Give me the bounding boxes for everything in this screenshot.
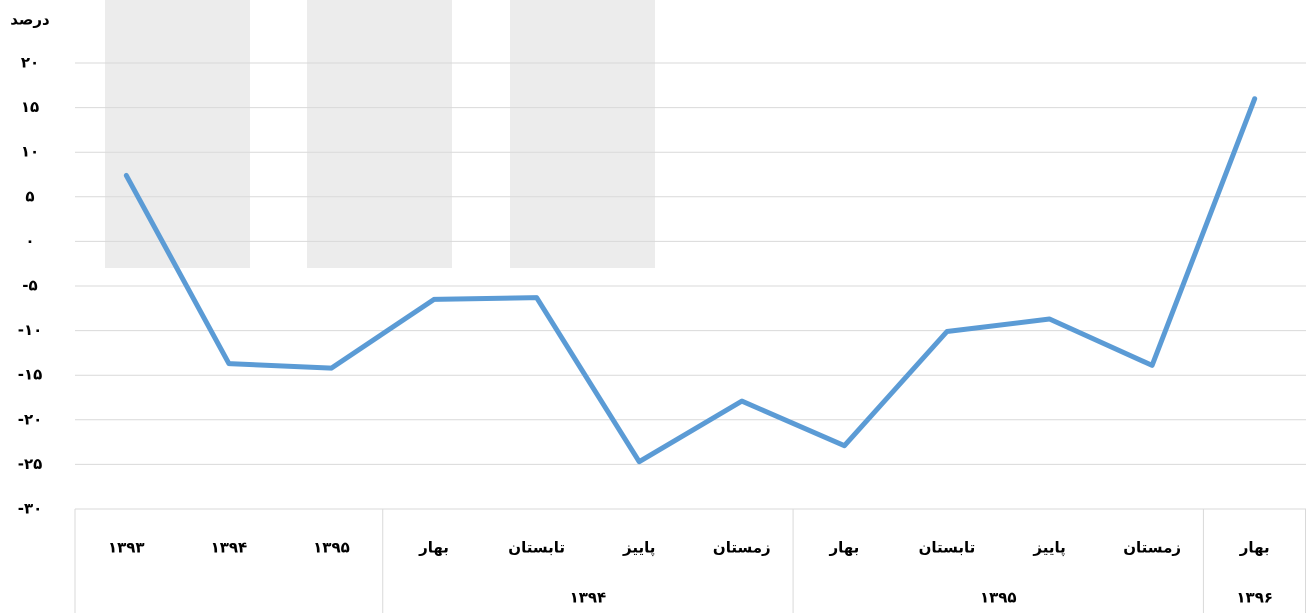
- x-tick-label: تابستان: [508, 539, 565, 557]
- x-tick-label: پاییز: [1032, 539, 1065, 558]
- x-tick-label: تابستان: [919, 539, 976, 557]
- group-label: ۱۳۹۵: [980, 589, 1017, 607]
- x-tick-label: ۱۳۹۴: [211, 539, 248, 557]
- series-line: [123, 96, 1258, 465]
- group-label: ۱۳۹۶: [1236, 589, 1273, 607]
- y-tick-label: ۰: [25, 232, 34, 250]
- y-tick-label: -۱۰: [18, 321, 43, 339]
- x-tick-label: زمستان: [713, 539, 771, 557]
- x-tick-label: بهار: [418, 539, 449, 557]
- y-tick-label: ۲۰: [21, 54, 39, 72]
- y-tick-label: -۲۵: [18, 455, 43, 473]
- y-tick-label: ۱۵: [21, 98, 39, 116]
- watermark: [307, 0, 452, 268]
- x-tick-label: پاییز: [622, 539, 655, 558]
- x-tick-label: ۱۳۹۵: [313, 539, 350, 557]
- watermark: [105, 0, 250, 268]
- x-tick-label: بهار: [1239, 539, 1270, 557]
- y-tick-label: -۱۵: [18, 366, 43, 384]
- x-tick-label: زمستان: [1123, 539, 1181, 557]
- y-tick-label: ۱۰: [21, 143, 39, 161]
- watermark: [510, 0, 655, 268]
- y-tick-label: ۵: [25, 187, 34, 205]
- y-axis-label: درصد: [10, 11, 50, 29]
- x-tick-label: ۱۳۹۳: [108, 539, 145, 557]
- x-tick-label: بهار: [828, 539, 859, 557]
- y-tick-label: -۲۰: [18, 410, 43, 428]
- y-tick-label: -۳۰: [18, 500, 43, 518]
- group-label: ۱۳۹۴: [570, 589, 607, 607]
- y-tick-label: -۵: [22, 277, 37, 295]
